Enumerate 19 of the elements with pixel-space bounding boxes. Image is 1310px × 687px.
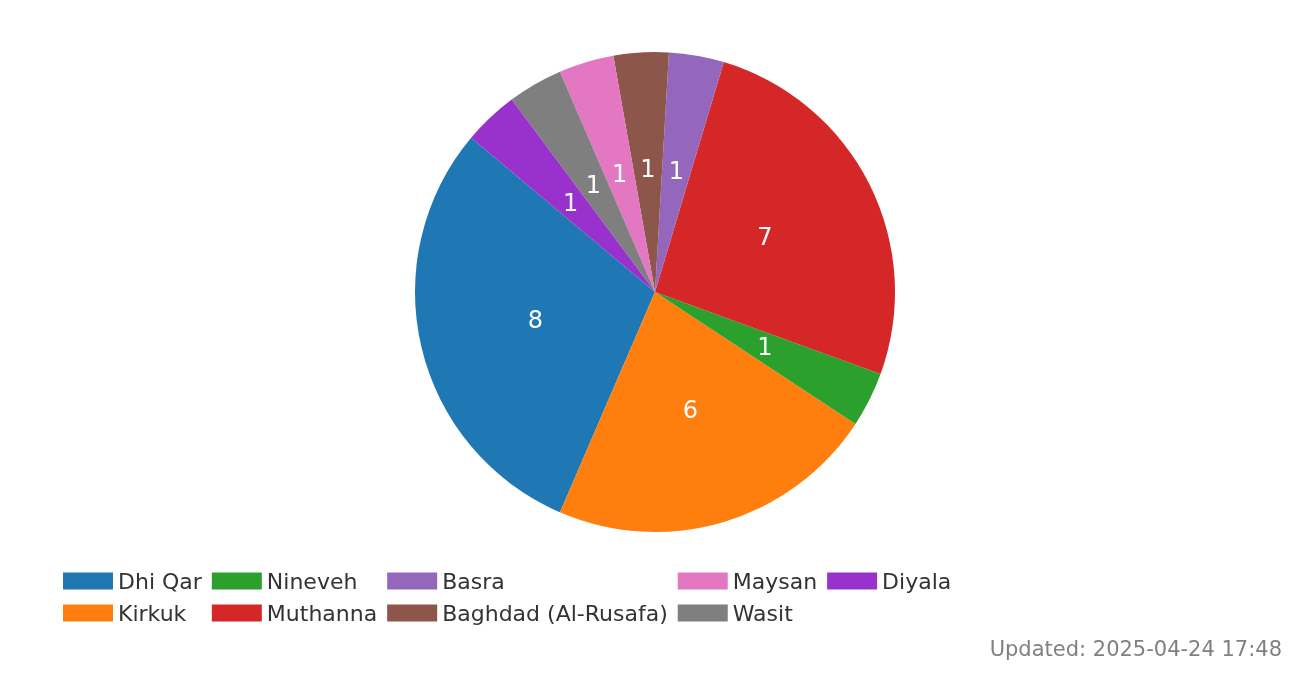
data-label: 1 <box>612 160 628 189</box>
data-label: 1 <box>562 188 579 217</box>
data-label: 7 <box>757 222 773 251</box>
legend-label: Nineveh <box>266 568 358 594</box>
legend-label: Kirkuk <box>118 600 187 626</box>
data-label: 8 <box>527 306 543 335</box>
legend-label: Wasit <box>732 600 794 626</box>
legend-label: Diyala <box>882 568 952 594</box>
text: Updated: 2025-04-24 17:48 <box>989 636 1283 661</box>
legend-label: Basra <box>442 568 505 594</box>
data-label: 6 <box>682 395 698 424</box>
data-label: 1 <box>640 155 656 184</box>
data-label: 1 <box>757 333 773 362</box>
legend-label: Muthanna <box>266 600 378 626</box>
data-label: 1 <box>668 156 684 185</box>
legend-label: Maysan <box>732 568 818 594</box>
legend-label: Baghdad (Al-Rusafa) <box>442 600 668 626</box>
data-label: 1 <box>585 171 602 200</box>
legend-label: Dhi Qar <box>118 568 203 594</box>
